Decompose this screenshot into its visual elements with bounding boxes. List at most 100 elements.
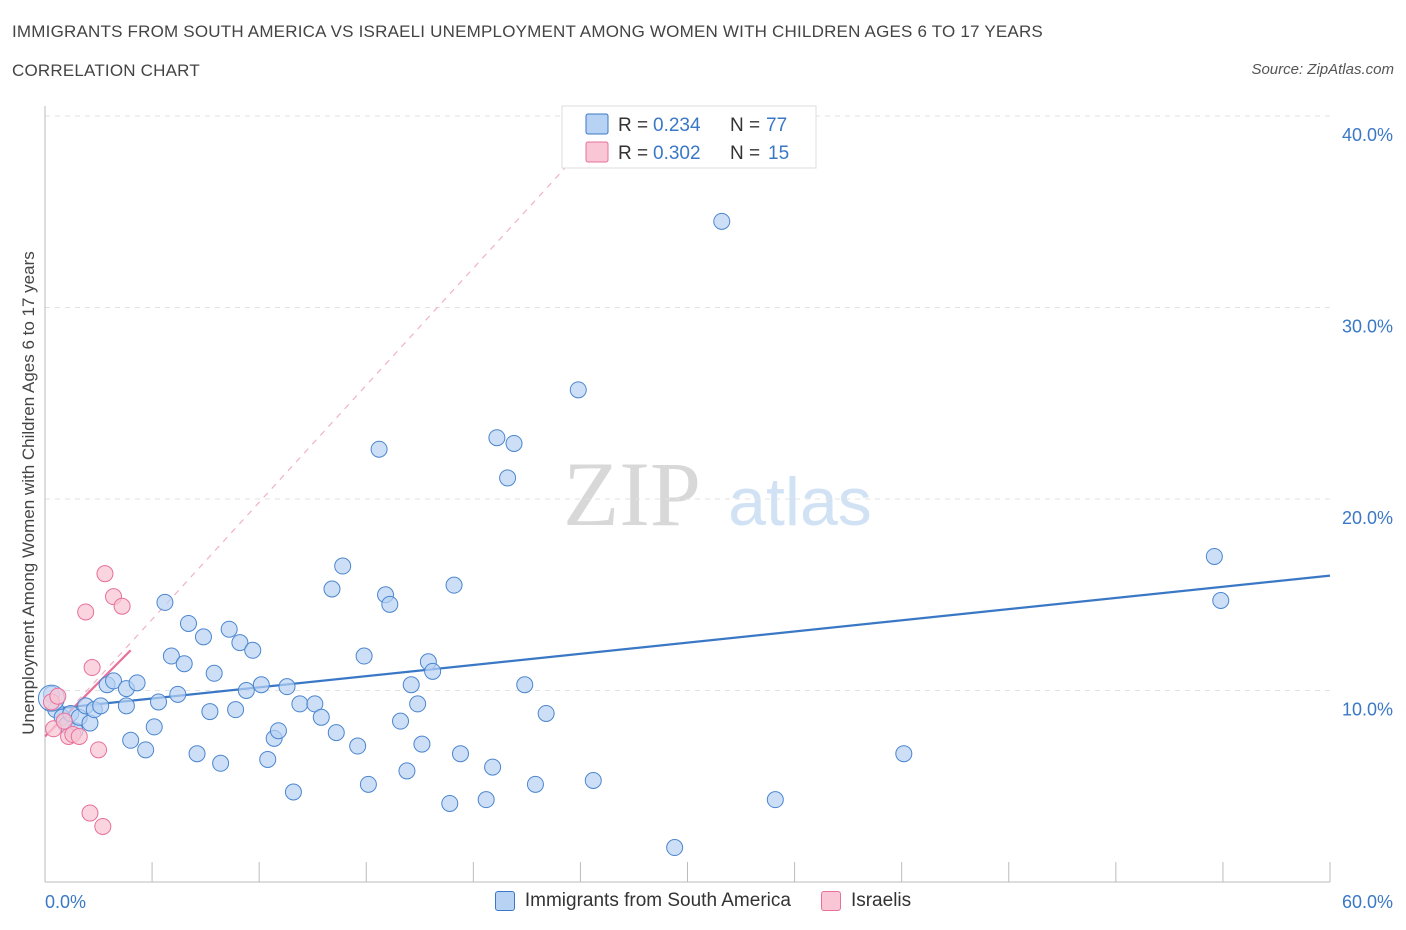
- south-america-point: [169, 685, 187, 703]
- south-america-point: [259, 750, 277, 768]
- south-america-point: [137, 741, 155, 759]
- x-tick-label: 0.0%: [45, 892, 86, 912]
- south-america-point: [278, 678, 296, 696]
- south-america-point: [526, 775, 544, 793]
- south-america-point: [409, 695, 427, 713]
- x-tick-label: 60.0%: [1342, 892, 1393, 912]
- south-america-point: [284, 783, 302, 801]
- south-america-point: [441, 794, 459, 812]
- legend-swatch-south-america: [585, 113, 609, 135]
- legend-swatch-pink: [820, 891, 841, 911]
- south-america-point: [505, 434, 523, 452]
- israelis-point: [96, 565, 114, 583]
- south-america-point: [424, 662, 442, 680]
- y-axis-label: Unemployment Among Women with Children A…: [19, 251, 38, 735]
- legend-item-israelis: Israelis: [820, 890, 912, 912]
- south-america-point: [359, 775, 377, 793]
- south-america-point: [1205, 547, 1223, 565]
- watermark-zip: ZIP: [563, 443, 701, 545]
- south-america-point: [194, 628, 212, 646]
- south-america-point: [231, 634, 249, 652]
- south-america-point: [145, 718, 163, 736]
- south-america-point: [569, 381, 587, 399]
- south-america-point: [227, 701, 245, 719]
- legend-label-israelis: Israelis: [850, 890, 912, 911]
- south-america-point: [895, 745, 913, 763]
- israelis-point: [113, 597, 131, 615]
- legend-r-label-1: R =: [618, 115, 648, 136]
- south-america-point: [666, 839, 684, 857]
- south-america-point: [349, 737, 367, 755]
- legend-r-value-2: 0.302: [653, 143, 701, 164]
- south-america-point: [413, 735, 431, 753]
- south-america-point: [122, 731, 140, 749]
- chart-title: IMMIGRANTS FROM SOUTH AMERICA VS ISRAELI…: [12, 22, 1043, 41]
- south-america-point: [334, 557, 352, 575]
- stats-legend: R = 0.234 N = 77 R = 0.302 N = 15: [561, 105, 817, 169]
- south-america-point: [370, 440, 388, 458]
- legend-r-label-2: R =: [618, 143, 648, 164]
- legend-n-label-1: N =: [730, 115, 760, 136]
- south-america-point: [355, 647, 373, 665]
- y-tick-label: 30.0%: [1342, 317, 1393, 337]
- south-america-point: [537, 704, 555, 722]
- watermark-atlas: atlas: [728, 464, 872, 540]
- israelis-point: [49, 687, 67, 705]
- south-america-point: [323, 580, 341, 598]
- south-america-point: [220, 620, 238, 638]
- legend-item-south-america: Immigrants from South America: [494, 890, 791, 912]
- y-tick-label: 10.0%: [1342, 700, 1393, 720]
- south-america-point: [150, 693, 168, 711]
- south-america-point: [252, 676, 270, 694]
- south-america-point: [128, 674, 146, 692]
- south-america-point: [398, 762, 416, 780]
- south-america-point: [105, 672, 123, 690]
- south-america-point: [291, 695, 309, 713]
- axes: [44, 106, 1331, 883]
- south-america-point: [484, 758, 502, 776]
- israelis-point: [83, 659, 101, 677]
- south-america-point: [269, 722, 287, 740]
- israelis-point: [94, 817, 112, 835]
- gridlines: [45, 115, 1330, 691]
- south-america-point: [584, 772, 602, 790]
- south-america-point: [451, 745, 469, 763]
- israelis-trend-extended: [44, 115, 613, 737]
- legend-label-south-america: Immigrants from South America: [524, 890, 791, 911]
- israelis-point: [70, 727, 88, 745]
- israelis-point: [81, 804, 99, 822]
- legend-r-value-1: 0.234: [653, 115, 701, 136]
- south-america-point: [188, 745, 206, 763]
- south-america-point: [381, 595, 399, 613]
- south-america-point: [117, 697, 135, 715]
- south-america-point: [488, 429, 506, 447]
- bottom-legend: Immigrants from South America Israelis: [0, 890, 1406, 912]
- source-label: Source: ZipAtlas.com: [1251, 61, 1394, 78]
- south-america-point: [445, 576, 463, 594]
- south-america-point: [237, 682, 255, 699]
- legend-n-value-1: 77: [766, 115, 787, 136]
- legend-n-value-2: 15: [768, 143, 789, 164]
- south-america-point: [179, 614, 197, 632]
- south-america-point: [312, 708, 330, 726]
- south-america-point: [392, 712, 410, 730]
- israelis-point: [77, 603, 95, 621]
- data-points: [37, 212, 1230, 857]
- south-america-point: [499, 469, 517, 487]
- south-america-point: [713, 212, 731, 230]
- y-tick-label: 40.0%: [1342, 125, 1393, 145]
- israelis-point: [90, 741, 108, 759]
- south-america-point: [92, 697, 110, 715]
- south-america-point: [244, 641, 262, 659]
- south-america-point: [205, 664, 223, 682]
- chart-subtitle: CORRELATION CHART: [12, 61, 200, 80]
- tick-labels: 10.0% 20.0% 30.0% 40.0% 0.0% 60.0%: [45, 125, 1393, 912]
- legend-swatch-blue: [494, 891, 515, 911]
- south-america-point: [175, 655, 193, 673]
- south-america-point: [516, 676, 534, 694]
- south-america-point: [1212, 591, 1230, 609]
- south-america-point: [156, 593, 174, 611]
- south-america-point: [201, 703, 219, 721]
- south-america-point: [212, 754, 230, 772]
